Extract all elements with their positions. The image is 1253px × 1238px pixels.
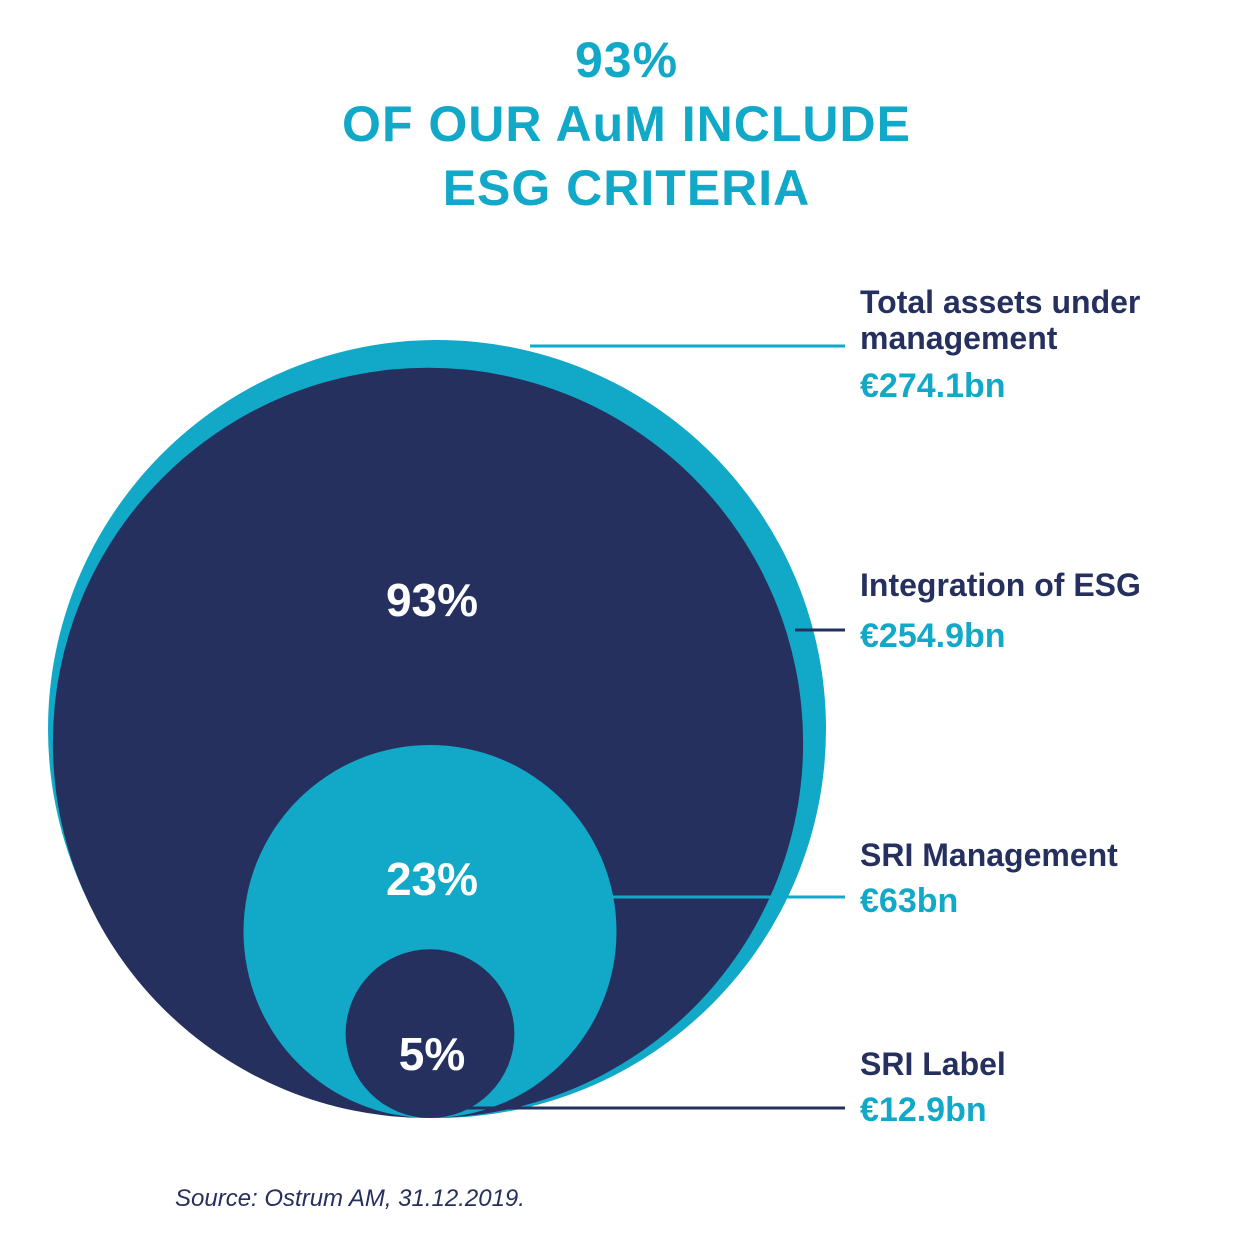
circle-sri-label	[345, 949, 515, 1118]
value-integration-esg: €254.9bn	[860, 617, 1006, 655]
label-sri-management: SRI Management	[860, 837, 1118, 873]
title-line-2: OF OUR AuM INCLUDE	[342, 96, 911, 152]
label-total-aum-line-1: Total assets under	[860, 284, 1141, 320]
value-sri-label: €12.9bn	[860, 1091, 987, 1129]
value-sri-management: €63bn	[860, 882, 959, 920]
percent-label-integration-esg: 93%	[386, 574, 478, 626]
percent-label-sri-management: 23%	[386, 853, 478, 905]
label-total-aum: Total assets under management	[860, 284, 1250, 356]
value-total-aum: €274.1bn	[860, 367, 1006, 405]
circle-sri-management	[243, 745, 617, 1118]
chart-title: 93% OF OUR AuM INCLUDE ESG CRITERIA	[0, 28, 1253, 220]
source-note: Source: Ostrum AM, 31.12.2019.	[175, 1185, 525, 1212]
title-line-1: 93%	[574, 32, 679, 88]
label-sri-label: SRI Label	[860, 1046, 1006, 1082]
label-integration-esg: Integration of ESG	[860, 567, 1141, 603]
percent-label-sri-label: 5%	[399, 1028, 465, 1080]
title-line-3: ESG CRITERIA	[442, 160, 811, 216]
label-total-aum-line-2: management	[860, 320, 1058, 356]
